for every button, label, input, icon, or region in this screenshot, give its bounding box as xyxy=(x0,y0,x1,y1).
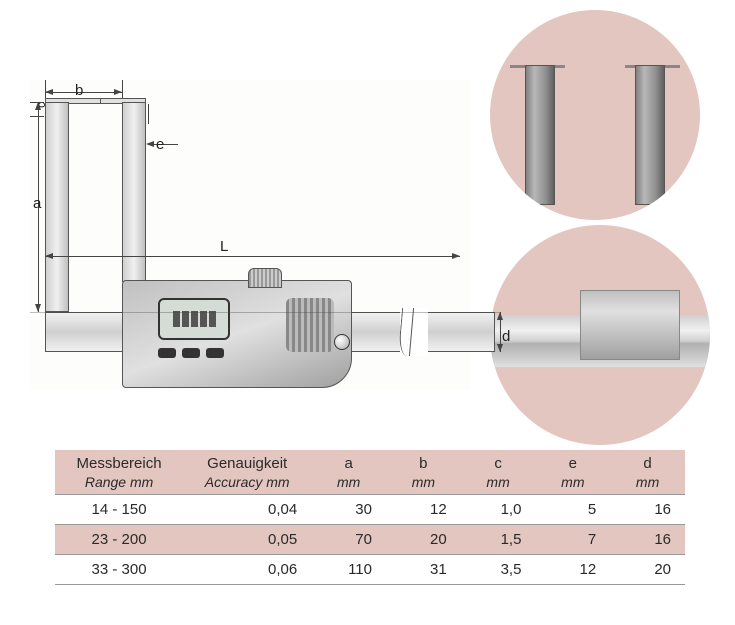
header-main: d xyxy=(616,455,679,474)
dim-arrow xyxy=(114,89,122,95)
display-buttons xyxy=(158,348,224,358)
dim-arrow xyxy=(497,312,503,320)
cell-e: 12 xyxy=(535,555,610,585)
beam-break-symbol xyxy=(400,308,428,356)
cell-c: 1,0 xyxy=(461,495,536,525)
table-row: 23 - 200 0,05 70 20 1,5 7 16 xyxy=(55,525,685,555)
cell-a: 70 xyxy=(311,525,386,555)
header-main: Messbereich xyxy=(61,455,177,474)
header-main: Genauigkeit xyxy=(189,455,305,474)
dim-arrow xyxy=(45,253,53,259)
header-sub: Range mm xyxy=(61,474,177,492)
cell-d: 16 xyxy=(610,495,685,525)
header-main: b xyxy=(392,455,455,474)
cell-c: 3,5 xyxy=(461,555,536,585)
cell-accuracy: 0,05 xyxy=(183,525,311,555)
cell-b: 12 xyxy=(386,495,461,525)
dim-label-e: e xyxy=(156,136,164,153)
cell-b: 31 xyxy=(386,555,461,585)
cell-a: 30 xyxy=(311,495,386,525)
col-header-e: e mm xyxy=(535,450,610,495)
col-header-c: c mm xyxy=(461,450,536,495)
dim-label-a: a xyxy=(33,195,41,212)
cell-d: 16 xyxy=(610,525,685,555)
figure-area: b a c e L xyxy=(0,0,735,440)
cell-e: 7 xyxy=(535,525,610,555)
cell-accuracy: 0,04 xyxy=(183,495,311,525)
dim-arrow xyxy=(45,89,53,95)
header-sub: mm xyxy=(317,474,380,492)
col-header-accuracy: Genauigkeit Accuracy mm xyxy=(183,450,311,495)
dim-line-b xyxy=(45,92,122,93)
dim-arrow xyxy=(452,253,460,259)
spec-table: Messbereich Range mm Genauigkeit Accurac… xyxy=(55,450,685,585)
dim-arrow xyxy=(146,141,154,147)
spec-table-wrap: Messbereich Range mm Genauigkeit Accurac… xyxy=(55,450,685,585)
fixed-jaw xyxy=(45,102,69,312)
dim-ext xyxy=(122,80,123,98)
table-header-row: Messbereich Range mm Genauigkeit Accurac… xyxy=(55,450,685,495)
dim-ext xyxy=(45,80,46,98)
col-header-b: b mm xyxy=(386,450,461,495)
thumb-grip xyxy=(286,298,334,352)
dim-label-L: L xyxy=(220,238,228,255)
detail-circle-beam xyxy=(490,225,710,445)
header-sub: mm xyxy=(541,474,604,492)
header-main: e xyxy=(541,455,604,474)
dim-ext xyxy=(148,104,149,124)
cell-e: 5 xyxy=(535,495,610,525)
cell-a: 110 xyxy=(311,555,386,585)
detail-jaw-left xyxy=(525,65,555,205)
header-sub: Accuracy mm xyxy=(189,474,305,492)
table-row: 14 - 150 0,04 30 12 1,0 5 16 xyxy=(55,495,685,525)
header-sub: mm xyxy=(392,474,455,492)
thumb-wheel xyxy=(248,268,282,288)
cell-c: 1,5 xyxy=(461,525,536,555)
col-header-range: Messbereich Range mm xyxy=(55,450,183,495)
dim-ext xyxy=(30,116,44,117)
cell-accuracy: 0,06 xyxy=(183,555,311,585)
mode-button xyxy=(334,334,350,350)
dim-line-L xyxy=(45,256,460,257)
center-line xyxy=(30,312,500,313)
cell-d: 20 xyxy=(610,555,685,585)
cell-range: 23 - 200 xyxy=(55,525,183,555)
header-sub: mm xyxy=(467,474,530,492)
cell-range: 14 - 150 xyxy=(55,495,183,525)
dim-arrow xyxy=(497,344,503,352)
movable-jaw xyxy=(122,102,146,282)
cell-b: 20 xyxy=(386,525,461,555)
dim-arrow xyxy=(35,304,41,312)
header-main: c xyxy=(467,455,530,474)
col-header-a: a mm xyxy=(311,450,386,495)
caliper-diagram: b a c e L xyxy=(30,80,470,420)
cell-range: 33 - 300 xyxy=(55,555,183,585)
header-sub: mm xyxy=(616,474,679,492)
detail-circle-jaws xyxy=(490,10,700,220)
col-header-d: d mm xyxy=(610,450,685,495)
table-row: 33 - 300 0,06 110 31 3,5 12 20 xyxy=(55,555,685,585)
digital-display xyxy=(158,298,230,340)
detail-slider xyxy=(580,290,680,360)
header-main: a xyxy=(317,455,380,474)
detail-jaw-right xyxy=(635,65,665,205)
dim-label-b: b xyxy=(75,82,83,99)
dim-label-d: d xyxy=(502,328,510,345)
